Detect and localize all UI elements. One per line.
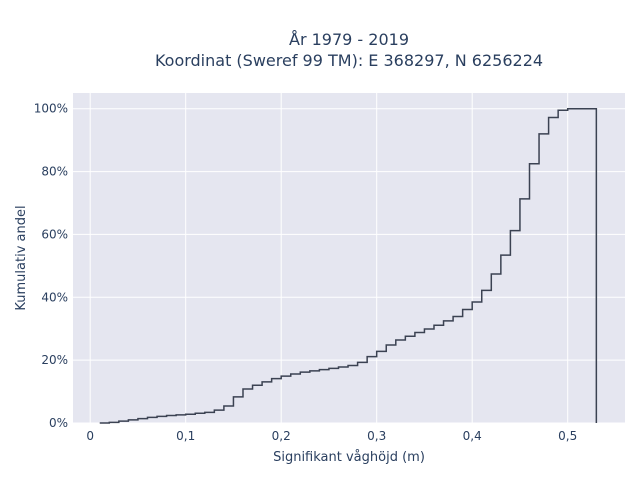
y-tick-label: 100% xyxy=(34,102,68,116)
y-tick-label: 60% xyxy=(41,227,68,241)
x-axis-ticks: 0 0,1 0,2 0,3 0,4 0,5 xyxy=(86,429,577,443)
y-tick-label: 0% xyxy=(49,416,68,430)
y-tick-label: 20% xyxy=(41,353,68,367)
chart-title-line1: År 1979 - 2019 xyxy=(289,30,409,49)
x-tick-label: 0,2 xyxy=(272,429,291,443)
x-tick-label: 0,4 xyxy=(463,429,482,443)
plot-area xyxy=(73,93,625,423)
x-tick-label: 0,1 xyxy=(176,429,195,443)
y-tick-label: 80% xyxy=(41,165,68,179)
grid-lines xyxy=(73,93,625,424)
x-tick-label: 0 xyxy=(86,429,94,443)
series-layer xyxy=(99,107,598,424)
chart-title-line2: Koordinat (Sweref 99 TM): E 368297, N 62… xyxy=(155,51,543,70)
x-tick-label: 0,5 xyxy=(558,429,577,443)
y-tick-label: 40% xyxy=(41,290,68,304)
y-axis-ticks: 0% 20% 40% 60% 80% 100% xyxy=(34,102,68,430)
x-axis-title: Signifikant våghöjd (m) xyxy=(273,450,425,465)
x-tick-label: 0,3 xyxy=(367,429,386,443)
y-axis-title: Kumulativ andel xyxy=(14,205,29,310)
cdf-step-line xyxy=(99,107,598,424)
